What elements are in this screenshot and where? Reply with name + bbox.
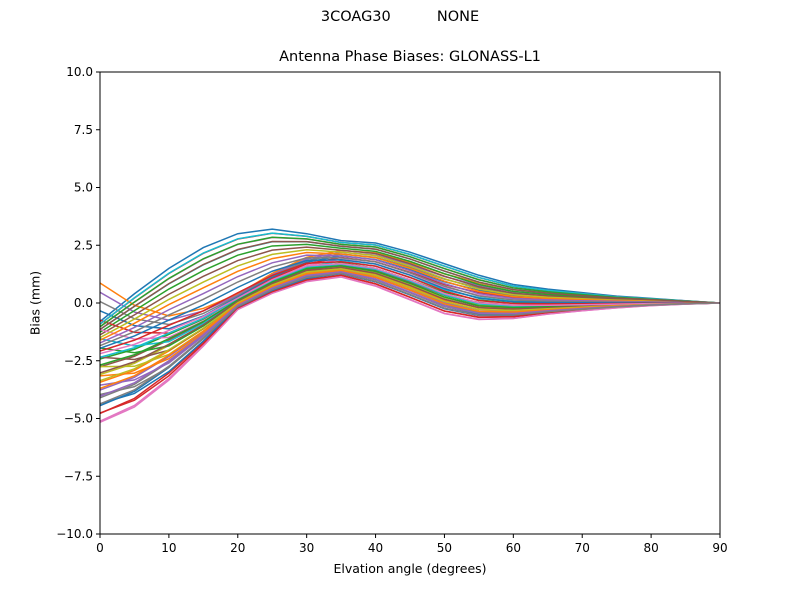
x-axis-ticks: 0 10 20 30 40 50 60 70 80 90 xyxy=(96,534,728,555)
chart-title: Antenna Phase Biases: GLONASS-L1 xyxy=(279,49,541,65)
svg-text:2.5: 2.5 xyxy=(74,238,93,252)
svg-text:−10.0: −10.0 xyxy=(56,527,93,541)
svg-text:40: 40 xyxy=(368,541,383,555)
x-axis-label: Elvation angle (degrees) xyxy=(333,561,487,576)
svg-text:−5.0: −5.0 xyxy=(64,412,93,426)
svg-text:0: 0 xyxy=(96,541,104,555)
svg-text:50: 50 xyxy=(437,541,452,555)
svg-text:7.5: 7.5 xyxy=(74,123,93,137)
figure-suptitle: 3COAG30 NONE xyxy=(320,9,480,25)
data-series-line xyxy=(100,240,720,331)
svg-text:5.0: 5.0 xyxy=(74,181,93,195)
svg-text:20: 20 xyxy=(230,541,245,555)
svg-text:80: 80 xyxy=(643,541,658,555)
data-series-line xyxy=(100,272,720,405)
svg-text:70: 70 xyxy=(575,541,590,555)
svg-text:0.0: 0.0 xyxy=(74,296,93,310)
data-series-lines xyxy=(100,228,720,424)
data-series-line xyxy=(100,263,720,361)
svg-text:−2.5: −2.5 xyxy=(64,354,93,368)
svg-text:−7.5: −7.5 xyxy=(64,469,93,483)
data-series-line xyxy=(100,276,720,424)
y-axis-label: Bias (mm) xyxy=(27,270,43,336)
svg-text:10: 10 xyxy=(161,541,176,555)
data-series-line xyxy=(100,262,720,355)
svg-text:10.0: 10.0 xyxy=(66,65,93,79)
svg-text:90: 90 xyxy=(712,541,727,555)
svg-text:60: 60 xyxy=(506,541,521,555)
svg-text:30: 30 xyxy=(299,541,314,555)
y-axis-ticks: −10.0 −7.5 −5.0 −2.5 0.0 2.5 5.0 7.5 10.0 xyxy=(56,65,100,541)
